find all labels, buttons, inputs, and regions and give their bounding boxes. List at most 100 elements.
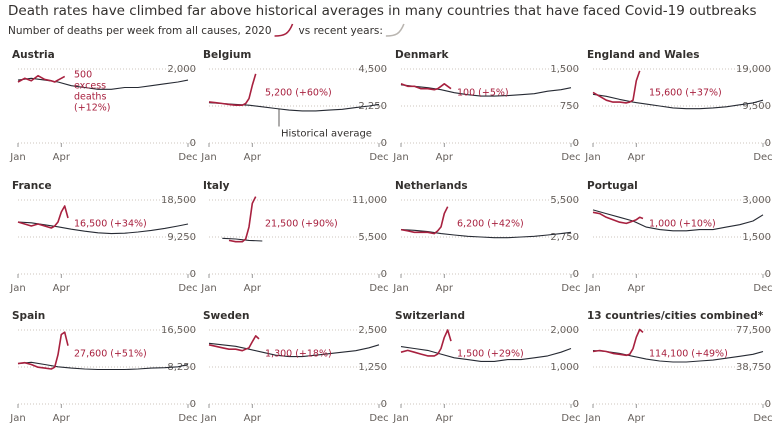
- x-tick-label: Dec: [369, 152, 388, 163]
- x-tick-label: Jan: [200, 413, 216, 424]
- x-tick-label: Apr: [628, 413, 646, 424]
- y-tick-label: 4,500: [358, 64, 387, 75]
- x-tick-label: Jan: [584, 413, 600, 424]
- y-tick-label: 2,750: [550, 232, 579, 243]
- chart-title: Death rates have climbed far above histo…: [8, 3, 756, 19]
- panel-title: Spain: [12, 310, 45, 322]
- average-line: [592, 93, 764, 110]
- x-tick-label: Apr: [244, 152, 262, 163]
- y-tick-label: 5,500: [550, 195, 579, 206]
- y-tick-label: 750: [560, 101, 579, 112]
- annotation: 1,000 (+10%): [649, 219, 716, 230]
- line-2020: [17, 74, 66, 83]
- x-tick-label: Jan: [392, 413, 408, 424]
- x-tick-label: Jan: [392, 283, 408, 294]
- x-tick-label: Jan: [200, 283, 216, 294]
- average-line: [400, 84, 572, 97]
- y-tick-label: 8,250: [167, 362, 196, 373]
- x-tick-label: Jan: [9, 283, 25, 294]
- legend-label: vs recent years:: [299, 25, 383, 37]
- line-2020: [208, 335, 260, 352]
- y-tick-label: 0: [765, 138, 771, 149]
- y-tick-label: 0: [190, 138, 196, 149]
- y-tick-label: 2,000: [167, 64, 196, 75]
- x-tick-label: Apr: [244, 283, 262, 294]
- line-2020: [208, 73, 257, 106]
- y-tick-label: 0: [765, 269, 771, 280]
- legend-label: 2020: [245, 25, 272, 37]
- y-tick-label: 0: [381, 269, 387, 280]
- y-tick-label: 0: [573, 399, 579, 410]
- y-tick-label: 2,250: [358, 101, 387, 112]
- x-tick-label: Dec: [753, 152, 772, 163]
- panel-title: Switzerland: [395, 310, 465, 322]
- x-tick-label: Dec: [561, 283, 580, 294]
- annotation: 6,200 (+42%): [457, 219, 524, 230]
- x-tick-label: Dec: [753, 283, 772, 294]
- line-2020: [17, 205, 69, 229]
- average-line: [400, 229, 572, 239]
- x-tick-label: Apr: [53, 152, 71, 163]
- line-2020: [592, 328, 644, 357]
- annotation: 5,200 (+60%): [265, 88, 332, 99]
- average-line: [208, 102, 380, 112]
- annotation: 27,600 (+51%): [74, 349, 147, 360]
- x-tick-label: Jan: [200, 152, 216, 163]
- x-tick-label: Jan: [584, 152, 600, 163]
- x-tick-label: Dec: [753, 413, 772, 424]
- y-tick-label: 3,000: [742, 195, 771, 206]
- panel-title: Portugal: [587, 180, 638, 192]
- x-tick-label: Apr: [53, 413, 71, 424]
- y-tick-label: 77,500: [736, 325, 771, 336]
- panel-title: Sweden: [203, 310, 250, 322]
- x-tick-label: Apr: [244, 413, 262, 424]
- y-tick-label: 9,500: [742, 101, 771, 112]
- line-2020: [400, 83, 452, 91]
- y-tick-label: 18,500: [161, 195, 196, 206]
- average-line: [17, 361, 189, 371]
- panel-title: Italy: [203, 180, 230, 192]
- average-line: [400, 346, 572, 362]
- y-tick-label: 11,000: [352, 195, 387, 206]
- annotation: deaths: [74, 92, 106, 103]
- annotation: 21,500 (+90%): [265, 219, 338, 230]
- x-tick-label: Apr: [436, 413, 454, 424]
- legend-swatch: [274, 23, 294, 37]
- x-tick-label: Dec: [369, 283, 388, 294]
- average-line: [222, 237, 263, 242]
- panel-title: France: [12, 180, 52, 192]
- line-2020: [592, 211, 644, 225]
- line-2020: [228, 196, 257, 243]
- panel-title: England and Wales: [587, 49, 700, 61]
- legend-swatch: [385, 23, 405, 37]
- x-tick-label: Dec: [369, 413, 388, 424]
- y-tick-label: 16,500: [161, 325, 196, 336]
- panel-title: Belgium: [203, 49, 251, 61]
- line-2020: [400, 206, 449, 235]
- y-tick-label: 38,750: [736, 362, 771, 373]
- annotation: 15,600 (+37%): [649, 88, 722, 99]
- line-2020: [400, 329, 452, 357]
- annotation: 1,300 (+18%): [265, 349, 332, 360]
- x-tick-label: Apr: [628, 283, 646, 294]
- panel-title: Austria: [12, 49, 55, 61]
- annotation: 16,500 (+34%): [74, 219, 147, 230]
- x-tick-label: Dec: [178, 152, 197, 163]
- x-tick-label: Dec: [561, 152, 580, 163]
- average-line: [592, 209, 764, 232]
- x-tick-label: Jan: [9, 413, 25, 424]
- annotation: 500: [74, 70, 92, 81]
- y-tick-label: 0: [190, 399, 196, 410]
- x-tick-label: Apr: [436, 283, 454, 294]
- panel-title: 13 countries/cities combined*: [587, 310, 764, 322]
- annotation: (+12%): [74, 103, 111, 114]
- annotation: 1,500 (+29%): [457, 349, 524, 360]
- y-tick-label: 0: [573, 138, 579, 149]
- x-tick-label: Jan: [9, 152, 25, 163]
- y-tick-label: 2,500: [358, 325, 387, 336]
- y-tick-label: 0: [381, 138, 387, 149]
- y-tick-label: 0: [573, 269, 579, 280]
- y-tick-label: 1,500: [550, 64, 579, 75]
- y-tick-label: 19,000: [736, 64, 771, 75]
